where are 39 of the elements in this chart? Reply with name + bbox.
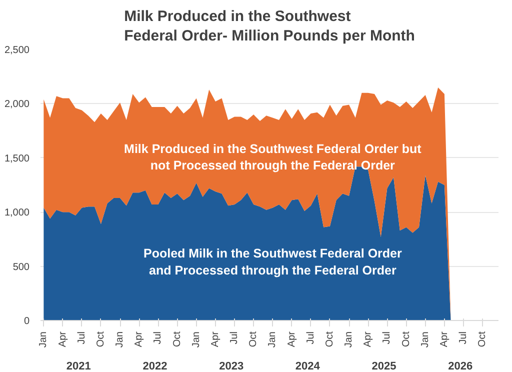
y-tick-label: 500 — [12, 262, 30, 273]
x-tick-label: Oct — [95, 331, 106, 348]
text: 2026 — [448, 360, 473, 372]
x-tick-label: Apr — [134, 330, 145, 348]
x-tick-label: Jan — [267, 332, 278, 348]
y-tick-label: 2,000 — [4, 99, 30, 110]
text: 2025 — [372, 360, 396, 372]
x-tick-label: Jul — [305, 331, 316, 344]
x-tick-label: Jan — [420, 332, 431, 348]
y-tick-label: 2,500 — [4, 45, 30, 56]
y-tick-label: 1,500 — [4, 153, 30, 164]
x-tick-label: Apr — [57, 330, 68, 348]
text: 2022 — [142, 360, 168, 372]
chart-title: Milk Produced in the Southwest Federal Order- Million Pounds per Month — [124, 8, 415, 44]
x-tick-label: Jan — [114, 332, 126, 348]
x-tick-label: Oct — [248, 331, 260, 348]
x-tick-label: Apr — [210, 330, 221, 348]
x-tick-label: Jul — [458, 331, 470, 344]
x-tick-label: Oct — [172, 331, 183, 348]
series-label: Milk Produced in the Southwest Federal Order but not Processed through the Federal Order — [124, 142, 422, 173]
x-tick-label: Jul — [382, 331, 393, 344]
x-tick-label: Oct — [324, 331, 336, 348]
x-tick-label: Jul — [152, 331, 164, 344]
text: 2021 — [66, 360, 91, 372]
text: 2024 — [295, 360, 321, 372]
x-tick-label: Apr — [438, 330, 450, 348]
x-tick-label: Oct — [477, 331, 488, 348]
x-tick-label: Jul — [229, 331, 240, 344]
x-tick-label: Apr — [362, 330, 374, 348]
text: 2023 — [219, 360, 244, 372]
x-tick-label: Apr — [286, 330, 298, 348]
x-tick-label: Oct — [400, 331, 412, 348]
x-tick-label: Jan — [344, 332, 355, 348]
y-tick-label: 1,000 — [4, 208, 30, 219]
x-tick-label: Jan — [38, 332, 50, 348]
y-tick-label: 0 — [24, 316, 30, 327]
x-tick-label: Jul — [76, 331, 88, 344]
x-tick-label: Jan — [190, 332, 202, 348]
series-label: Pooled Milk in the Southwest Federal Order and Processed through the Federal Order — [143, 246, 402, 278]
